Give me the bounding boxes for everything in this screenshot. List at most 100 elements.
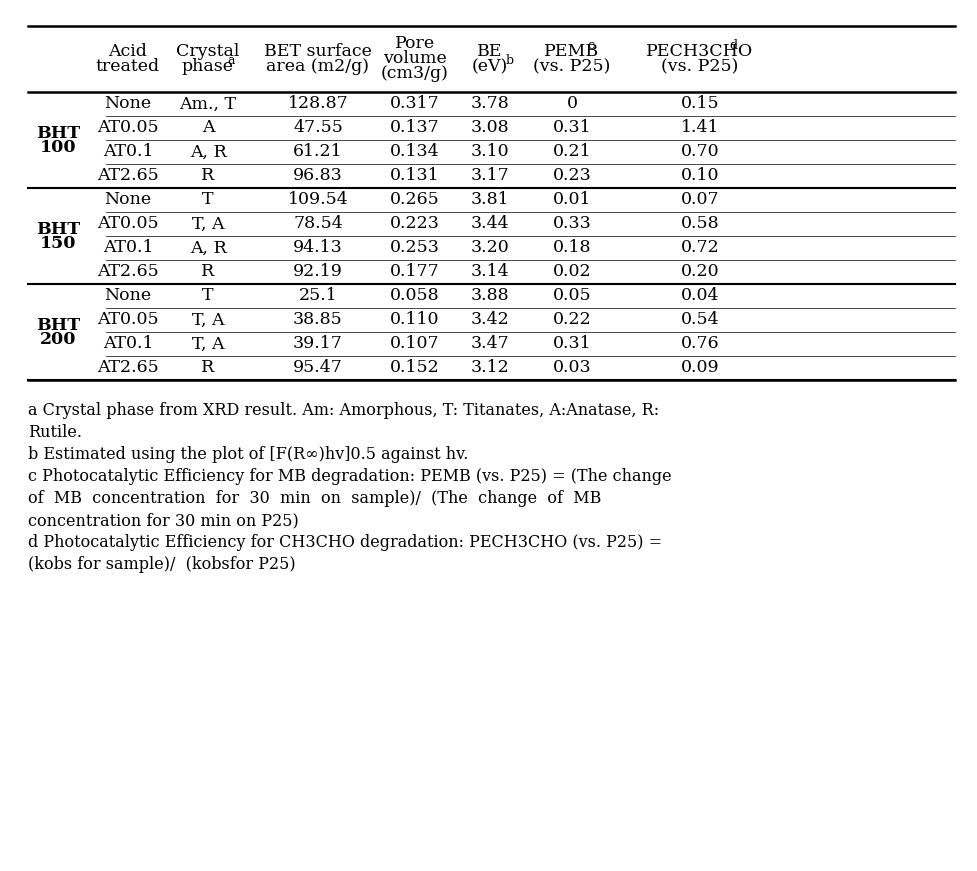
Text: 0.20: 0.20 [680, 264, 718, 280]
Text: R: R [201, 264, 214, 280]
Text: 0.22: 0.22 [552, 312, 591, 328]
Text: BET surface: BET surface [264, 43, 371, 60]
Text: None: None [105, 96, 151, 112]
Text: AT0.1: AT0.1 [103, 144, 153, 160]
Text: d: d [729, 39, 738, 52]
Text: area (m2/g): area (m2/g) [266, 58, 369, 75]
Text: None: None [105, 192, 151, 208]
Text: 3.20: 3.20 [470, 240, 509, 256]
Text: 0.01: 0.01 [552, 192, 591, 208]
Text: Pore: Pore [395, 36, 435, 52]
Text: 39.17: 39.17 [293, 335, 343, 353]
Text: 0.58: 0.58 [680, 215, 718, 233]
Text: AT0.05: AT0.05 [97, 312, 158, 328]
Text: T: T [202, 192, 214, 208]
Text: 25.1: 25.1 [298, 287, 337, 305]
Text: 0.31: 0.31 [552, 119, 591, 137]
Text: volume: volume [383, 51, 446, 67]
Text: 0.31: 0.31 [552, 335, 591, 353]
Text: Acid: Acid [108, 43, 148, 60]
Text: R: R [201, 360, 214, 376]
Text: 78.54: 78.54 [293, 215, 343, 233]
Text: Crystal: Crystal [176, 43, 239, 60]
Text: 0.253: 0.253 [390, 240, 440, 256]
Text: 0.265: 0.265 [390, 192, 440, 208]
Text: 3.17: 3.17 [470, 167, 509, 185]
Text: (vs. P25): (vs. P25) [660, 58, 738, 75]
Text: BHT: BHT [36, 316, 80, 334]
Text: 3.42: 3.42 [470, 312, 509, 328]
Text: T, A: T, A [191, 335, 224, 353]
Text: 0.21: 0.21 [552, 144, 591, 160]
Text: concentration for 30 min on P25): concentration for 30 min on P25) [28, 512, 298, 529]
Text: AT0.1: AT0.1 [103, 240, 153, 256]
Text: BHT: BHT [36, 125, 80, 141]
Text: AT0.05: AT0.05 [97, 215, 158, 233]
Text: 0.152: 0.152 [390, 360, 440, 376]
Text: 0.177: 0.177 [390, 264, 440, 280]
Text: 0.76: 0.76 [680, 335, 718, 353]
Text: A, R: A, R [190, 240, 226, 256]
Text: 200: 200 [40, 330, 76, 348]
Text: T, A: T, A [191, 215, 224, 233]
Text: 0.110: 0.110 [390, 312, 440, 328]
Text: 3.81: 3.81 [470, 192, 509, 208]
Text: 3.44: 3.44 [470, 215, 509, 233]
Text: 150: 150 [40, 234, 76, 252]
Text: 0.54: 0.54 [680, 312, 718, 328]
Text: T: T [202, 287, 214, 305]
Text: Rutile.: Rutile. [28, 424, 82, 441]
Text: 109.54: 109.54 [287, 192, 348, 208]
Text: c Photocatalytic Efficiency for MB degradation: PEMB (vs. P25) = (The change: c Photocatalytic Efficiency for MB degra… [28, 468, 671, 485]
Text: A: A [201, 119, 214, 137]
Text: d Photocatalytic Efficiency for CH3CHO degradation: PECH3CHO (vs. P25) =: d Photocatalytic Efficiency for CH3CHO d… [28, 534, 661, 551]
Text: phase: phase [182, 58, 234, 75]
Text: 1.41: 1.41 [680, 119, 718, 137]
Text: 95.47: 95.47 [293, 360, 343, 376]
Text: a: a [227, 54, 234, 67]
Text: 128.87: 128.87 [287, 96, 348, 112]
Text: 3.08: 3.08 [470, 119, 509, 137]
Text: a Crystal phase from XRD result. Am: Amorphous, T: Titanates, A:Anatase, R:: a Crystal phase from XRD result. Am: Amo… [28, 402, 658, 419]
Text: PEMB: PEMB [544, 43, 599, 60]
Text: 3.10: 3.10 [470, 144, 509, 160]
Text: AT2.65: AT2.65 [97, 360, 158, 376]
Text: A, R: A, R [190, 144, 226, 160]
Text: b Estimated using the plot of [F(R∞)hv]0.5 against hv.: b Estimated using the plot of [F(R∞)hv]0… [28, 446, 468, 463]
Text: 0.131: 0.131 [390, 167, 440, 185]
Text: AT2.65: AT2.65 [97, 167, 158, 185]
Text: AT0.1: AT0.1 [103, 335, 153, 353]
Text: 3.47: 3.47 [470, 335, 509, 353]
Text: 94.13: 94.13 [293, 240, 343, 256]
Text: 0.09: 0.09 [680, 360, 718, 376]
Text: 3.88: 3.88 [470, 287, 509, 305]
Text: AT0.05: AT0.05 [97, 119, 158, 137]
Text: 0.33: 0.33 [552, 215, 591, 233]
Text: Am., T: Am., T [180, 96, 236, 112]
Text: 0.04: 0.04 [680, 287, 718, 305]
Text: BE: BE [477, 43, 502, 60]
Text: 0.107: 0.107 [390, 335, 440, 353]
Text: 3.14: 3.14 [470, 264, 509, 280]
Text: (cm3/g): (cm3/g) [381, 65, 448, 83]
Text: of  MB  concentration  for  30  min  on  sample)/  (The  change  of  MB: of MB concentration for 30 min on sample… [28, 490, 601, 507]
Text: AT2.65: AT2.65 [97, 264, 158, 280]
Text: R: R [201, 167, 214, 185]
Text: 0.72: 0.72 [680, 240, 719, 256]
Text: 0.70: 0.70 [680, 144, 718, 160]
Text: T, A: T, A [191, 312, 224, 328]
Text: 0.15: 0.15 [680, 96, 718, 112]
Text: 61.21: 61.21 [293, 144, 343, 160]
Text: 0.03: 0.03 [552, 360, 591, 376]
Text: 38.85: 38.85 [293, 312, 343, 328]
Text: 47.55: 47.55 [293, 119, 343, 137]
Text: 0.23: 0.23 [552, 167, 591, 185]
Text: 0: 0 [566, 96, 576, 112]
Text: 96.83: 96.83 [293, 167, 343, 185]
Text: 92.19: 92.19 [293, 264, 343, 280]
Text: 0.223: 0.223 [390, 215, 440, 233]
Text: 0.07: 0.07 [680, 192, 718, 208]
Text: (vs. P25): (vs. P25) [532, 58, 610, 75]
Text: 3.78: 3.78 [470, 96, 509, 112]
Text: 0.137: 0.137 [390, 119, 440, 137]
